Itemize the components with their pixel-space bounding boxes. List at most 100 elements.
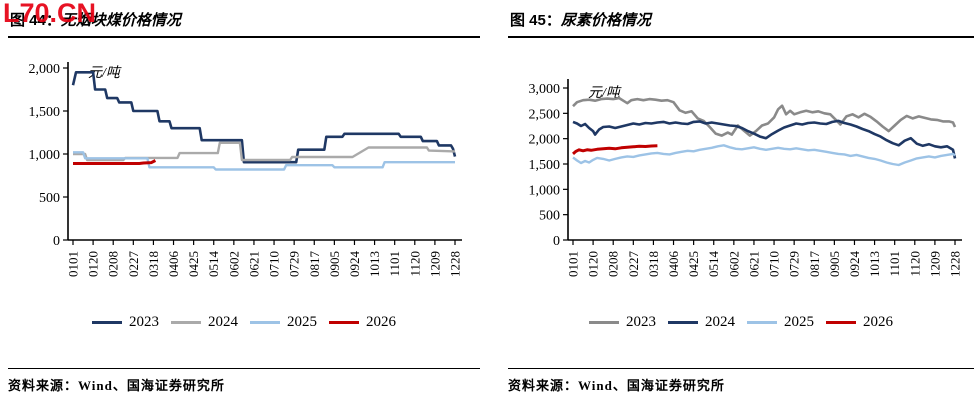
- x-tick-label: 1228: [448, 251, 463, 277]
- site-watermark: L70.CN: [3, 0, 97, 28]
- chart-legend: 2023 2024 2025 2026: [8, 314, 480, 331]
- x-tick-label: 0710: [267, 251, 282, 277]
- coal-price-line-chart: 0 500 1,000 1,500 2,000 0101 0120 0208 0227 0318 0…: [8, 62, 480, 298]
- legend-swatch: [747, 321, 777, 324]
- chart-panel-urea: 图 45：尿素价格情况 0 500 1,000 1,500 2,000 2,500 3,00…: [490, 0, 980, 400]
- x-tick-label: 0406: [666, 251, 681, 278]
- source-note: 资料来源：Wind、国海证券研究所: [508, 368, 974, 394]
- y-tick-label: 500: [539, 209, 560, 224]
- y-tick-label: 2,500: [529, 107, 561, 122]
- source-text: 资料来源：Wind、国海证券研究所: [8, 378, 225, 393]
- x-tick-label: 0602: [726, 251, 741, 277]
- legend-swatch: [250, 321, 280, 324]
- x-tick-label: 0621: [246, 251, 261, 277]
- x-tick-label: 1120: [407, 251, 422, 277]
- x-tick-label: 0318: [646, 251, 661, 277]
- chart-legend: 2023 2024 2025 2026: [508, 314, 974, 331]
- x-axis: 0101 0120 0208 0227 0318 0406 0425 0514 0602 0621…: [566, 239, 963, 278]
- legend-swatch: [92, 321, 122, 324]
- x-tick-label: 0621: [746, 251, 761, 277]
- unit-label: 元/吨: [88, 65, 122, 81]
- figure-title-text: 尿素价格情况: [560, 13, 651, 29]
- urea-price-line-chart: 0 500 1,000 1,500 2,000 2,500 3,000 0101 0120 020…: [508, 62, 974, 298]
- x-tick-label: 0924: [847, 251, 862, 278]
- x-tick-label: 0729: [787, 251, 802, 277]
- x-tick-label: 0208: [606, 251, 621, 277]
- x-tick-label: 1228: [948, 251, 963, 277]
- legend-item-2025: 2025: [250, 314, 317, 331]
- x-tick-label: 0514: [206, 251, 221, 278]
- x-tick-label: 0817: [307, 251, 322, 278]
- legend-item-2023: 2023: [589, 314, 656, 331]
- source-note: 资料来源：Wind、国海证券研究所: [8, 368, 480, 394]
- series-line-2025: [73, 151, 455, 171]
- y-tick-label: 500: [39, 191, 60, 206]
- legend-swatch: [826, 321, 856, 324]
- y-axis: 0 500 1,000 1,500 2,000 2,500 3,000: [529, 79, 569, 249]
- legend-swatch: [668, 321, 698, 324]
- x-tick-label: 0120: [86, 251, 101, 277]
- x-tick-label: 0120: [586, 251, 601, 277]
- series-line-2025: [572, 144, 956, 167]
- legend-label: 2023: [129, 314, 159, 330]
- y-tick-label: 2,000: [529, 133, 561, 148]
- x-tick-label: 0318: [146, 251, 161, 277]
- y-tick-label: 2,000: [29, 62, 61, 77]
- y-tick-label: 0: [53, 234, 60, 249]
- x-tick-label: 1209: [927, 251, 942, 277]
- figure-title-text: 无烟块煤价格情况: [60, 13, 181, 29]
- legend-label: 2024: [208, 314, 238, 330]
- x-tick-label: 0905: [327, 251, 342, 277]
- x-tick-label: 0905: [827, 251, 842, 277]
- series-line-2024: [73, 141, 456, 162]
- legend-item-2024: 2024: [668, 314, 735, 331]
- x-tick-label: 0729: [287, 251, 302, 277]
- x-tick-label: 0208: [106, 251, 121, 277]
- figure-number: 图 45：: [510, 12, 561, 29]
- legend-label: 2023: [626, 314, 656, 330]
- legend-item-2024: 2024: [171, 314, 238, 331]
- chart-panel-coal: 图 44：无烟块煤价格情况 0 500 1,000 1,500 2,000 0101 012…: [8, 6, 480, 394]
- series-line-2024: [572, 119, 957, 159]
- legend-label: 2025: [287, 314, 317, 330]
- chart-title: 图 44：无烟块煤价格情况: [8, 6, 480, 38]
- legend-swatch: [171, 321, 201, 324]
- legend-label: 2025: [784, 314, 814, 330]
- source-text: 资料来源：Wind、国海证券研究所: [508, 378, 725, 393]
- y-tick-label: 1,500: [529, 158, 561, 173]
- x-tick-label: 1101: [887, 251, 902, 277]
- y-tick-label: 1,000: [29, 148, 61, 163]
- x-tick-label: 1013: [867, 251, 882, 277]
- x-tick-label: 0514: [706, 251, 721, 278]
- legend-item-2023: 2023: [92, 314, 159, 331]
- y-axis: 0 500 1,000 1,500 2,000: [29, 62, 69, 249]
- x-tick-label: 0710: [767, 251, 782, 277]
- unit-label: 元/吨: [588, 85, 622, 101]
- x-tick-label: 0406: [166, 251, 181, 278]
- series-line-2026: [572, 144, 658, 156]
- legend-item-2026: 2026: [826, 314, 893, 331]
- legend-label: 2026: [863, 314, 893, 330]
- x-tick-label: 0227: [626, 251, 641, 278]
- x-tick-label: 0425: [686, 251, 701, 277]
- x-tick-label: 1209: [427, 251, 442, 277]
- legend-swatch: [589, 321, 619, 324]
- x-tick-label: 0602: [226, 251, 241, 277]
- legend-swatch: [329, 321, 359, 324]
- x-tick-label: 1013: [367, 251, 382, 277]
- chart-title: 图 45：尿素价格情况: [508, 6, 974, 38]
- series-line-2023: [71, 71, 457, 164]
- y-tick-label: 1,500: [29, 105, 61, 120]
- legend-label: 2024: [705, 314, 735, 330]
- x-tick-label: 1120: [907, 251, 922, 277]
- x-tick-label: 0817: [807, 251, 822, 278]
- x-tick-label: 0101: [66, 251, 81, 277]
- series-line-2026: [73, 159, 157, 165]
- x-tick-label: 0924: [347, 251, 362, 278]
- legend-label: 2026: [366, 314, 396, 330]
- y-tick-label: 0: [553, 234, 560, 249]
- figure-number: 图 44：: [10, 12, 61, 29]
- x-tick-label: 1101: [387, 251, 402, 277]
